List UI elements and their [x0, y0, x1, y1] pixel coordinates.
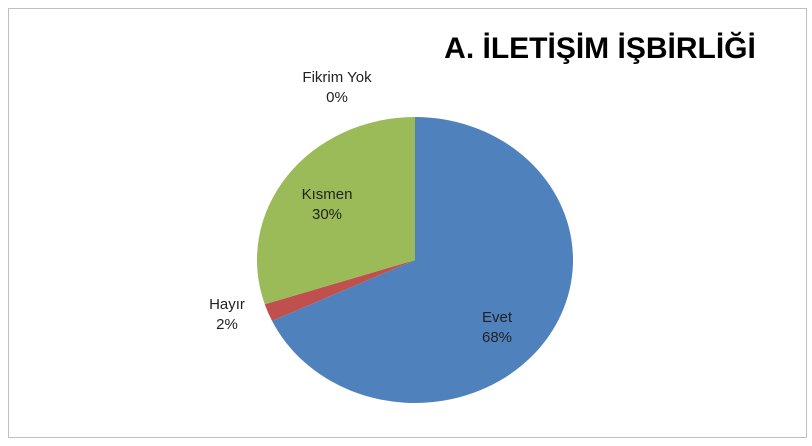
slice-label: Fikrim Yok [302, 69, 372, 86]
slice-label: Kısmen [302, 186, 353, 203]
slice-label: Evet [482, 309, 513, 326]
chart-title: A. İLETİŞİM İŞBİRLİĞİ [444, 31, 756, 65]
pie-slice [257, 117, 415, 305]
slice-value-label: 2% [216, 316, 238, 333]
pie-slice [272, 117, 573, 403]
slice-value-label: 0% [326, 89, 348, 106]
slice-value-label: 68% [482, 329, 512, 346]
slice-value-label: 30% [312, 206, 342, 223]
pie-slice [264, 260, 415, 321]
slice-label: Hayır [209, 296, 245, 313]
